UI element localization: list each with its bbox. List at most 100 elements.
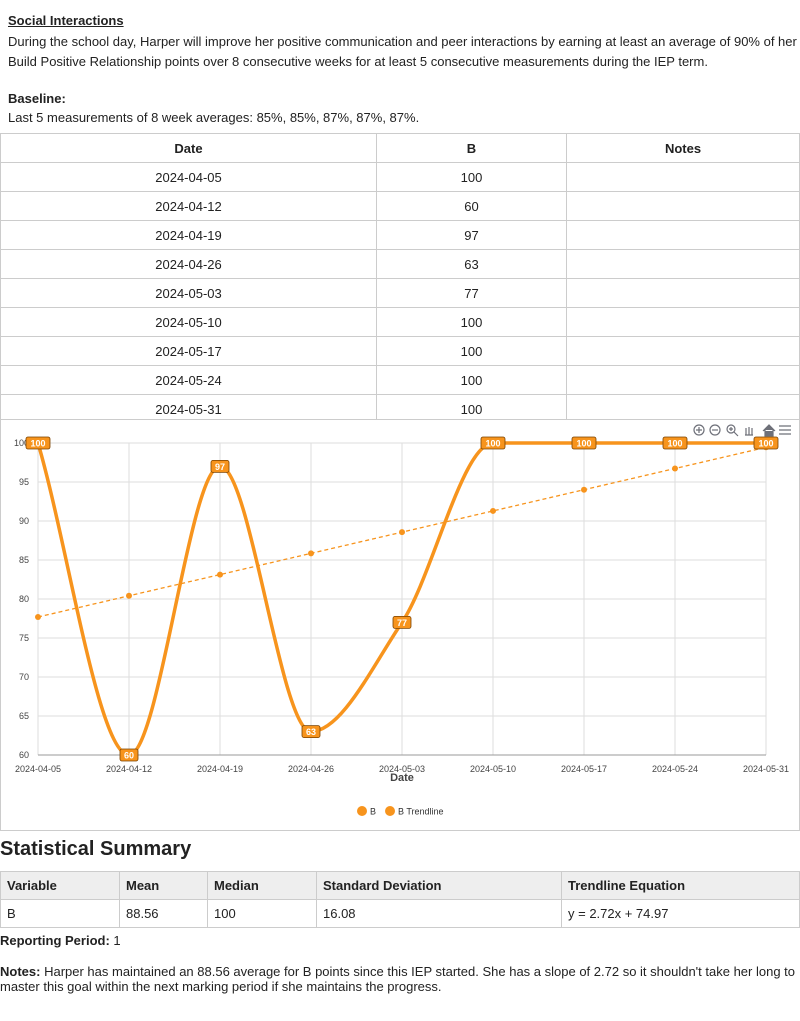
y-tick-label: 70 [19,672,29,682]
summary-table: Variable Mean Median Standard Deviation Tren… [0,871,800,928]
data-point [581,486,587,493]
data-point [672,465,678,472]
notes-cell [566,278,800,308]
notes-cell [566,249,800,279]
data-table: Date B Notes 2024-04-05 100 2024-04-12 60 20… [0,133,800,424]
y-tick-label: 90 [19,516,29,526]
x-tick-label: 2024-05-17 [561,764,607,774]
reporting-period-label: Reporting Period: [0,933,110,948]
data-label-box [25,436,51,450]
table-row: 2024-04-26 63 [0,249,800,279]
summary-cell: y = 2.72x + 74.97 [561,899,800,928]
data-point [217,571,223,578]
data-label-box [480,436,506,450]
notes: Notes: Harper has maintained an 88.56 av… [0,964,796,994]
table-row: 2024-05-03 77 [0,278,800,308]
data-label: 60 [124,751,134,761]
summary-header: Standard Deviation [316,871,562,900]
column-header: B [376,133,567,163]
y-tick-label: 60 [19,750,29,760]
table-row: 2024-04-12 60 [0,191,800,221]
data-label-box [301,725,321,739]
x-tick-label: 2024-04-12 [106,764,152,774]
table-row: 2024-05-17 100 [0,336,800,366]
x-tick-label: 2024-04-26 [288,764,334,774]
table-cell: 2024-04-05 [0,162,377,192]
table-cell: 97 [376,220,567,250]
table-row: 2024-04-19 97 [0,220,800,250]
legend-marker [385,806,396,816]
data-label-box [571,436,597,450]
x-axis-label: Date [390,772,414,784]
table-cell: 2024-05-10 [0,307,377,337]
x-tick-label: 2024-04-05 [15,764,61,774]
data-label-box [662,436,688,450]
summary-header: Variable [0,871,120,900]
legend-marker [357,806,367,816]
x-tick-label: 2024-04-19 [197,764,243,774]
table-cell: 77 [376,278,567,308]
table-cell: 100 [376,365,567,395]
notes-cell [566,191,800,221]
data-point [308,550,314,557]
data-label: 77 [397,618,407,628]
data-label: 100 [667,439,682,449]
x-tick-label: 2024-05-31 [743,764,789,774]
summary-header: Trendline Equation [561,871,800,900]
data-point [126,592,132,599]
data-label: 100 [576,439,591,449]
notes-text: Harper has maintained an 88.56 average f… [0,964,796,994]
summary-cell: 100 [207,899,317,928]
data-label-box [210,460,230,473]
table-row: 2024-05-24 100 [0,365,800,395]
x-tick-label: 2024-05-24 [652,764,698,774]
data-label: 63 [306,727,316,737]
y-tick-label: 65 [19,711,29,721]
summary-cell: 88.56 [119,899,208,928]
data-label-box [753,436,779,450]
baseline-label: Baseline: [8,91,66,106]
data-point [399,529,405,536]
table-cell: 2024-04-26 [0,249,377,279]
data-point [35,614,41,621]
summary-cell: 16.08 [316,899,562,928]
data-label: 100 [758,439,773,449]
legend-label: B Trendline [398,807,444,817]
summary-title: Statistical Summary [0,838,192,860]
table-row: 2024-04-05 100 [0,162,800,192]
notes-cell [566,336,800,366]
table-cell: 100 [376,162,567,192]
summary-header: Median [207,871,317,900]
summary-cell: B [0,899,120,928]
baseline-text: Last 5 measurements of 8 week averages: … [8,110,420,125]
table-cell: 2024-05-03 [0,278,377,308]
table-cell: 100 [376,307,567,337]
y-tick-label: 85 [19,555,29,565]
chart: Date 60 65 70 75 80 85 90 95 100 2024-04-05 2024-0… [0,419,800,831]
notes-cell [566,307,800,337]
summary-header: Mean [119,871,208,900]
y-tick-label: 80 [19,594,29,604]
data-label: 100 [30,439,45,449]
table-row: 2024-05-10 100 [0,307,800,337]
data-label-box [119,748,139,762]
data-label: 100 [485,439,500,449]
table-cell: 2024-04-12 [0,191,377,221]
reporting-period-value: 1 [113,933,121,948]
goal-text: During the school day, Harper will impro… [8,34,797,69]
data-label-box [392,615,412,629]
table-cell: 2024-04-19 [0,220,377,250]
column-header: Date [0,133,377,163]
x-tick-label: 2024-05-03 [379,764,425,774]
table-cell: 2024-05-24 [0,365,377,395]
table-cell: 60 [376,191,567,221]
table-cell: 63 [376,249,567,279]
notes-cell [566,365,800,395]
x-tick-label: 2024-05-10 [470,764,516,774]
notes-cell [566,220,800,250]
table-cell: 100 [376,336,567,366]
toolbar[interactable] [693,424,791,437]
data-point [490,507,496,514]
legend-label: B [370,807,376,817]
